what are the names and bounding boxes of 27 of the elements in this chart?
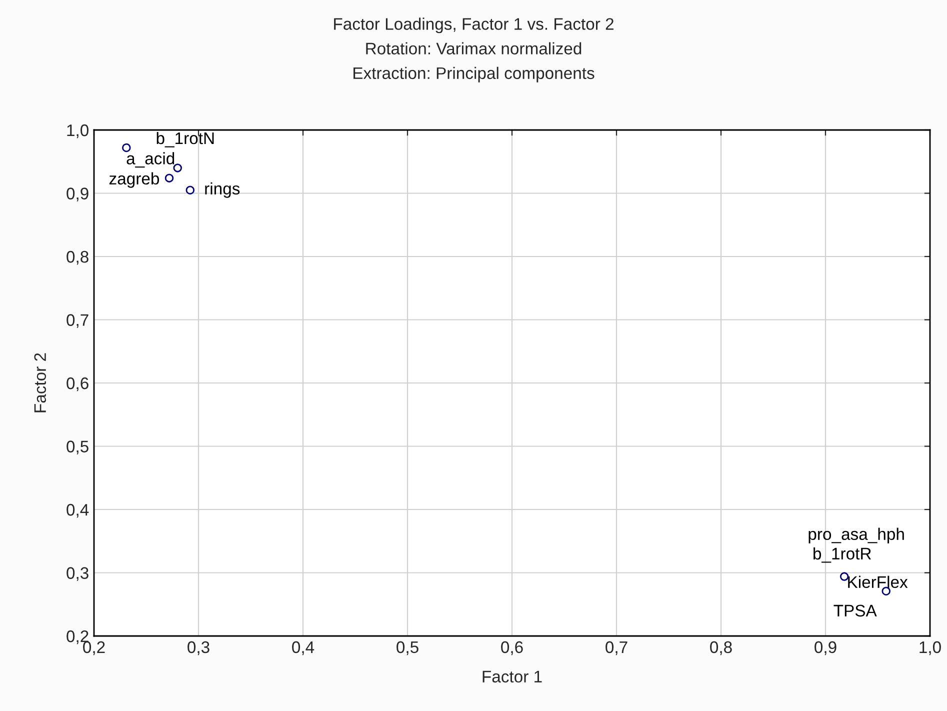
- annotation: TPSA: [834, 604, 877, 617]
- y-tick-label: 0,3: [66, 567, 88, 581]
- annotation: b_1rotN: [156, 132, 214, 148]
- annotation: zagreb: [109, 172, 160, 188]
- x-axis-title: Factor 1: [482, 670, 542, 683]
- x-tick-label: 0,8: [710, 641, 732, 656]
- annotation: b_1rotR: [814, 547, 871, 563]
- y-tick-label: 0,7: [66, 314, 88, 328]
- y-tick-label: 0,9: [66, 188, 88, 202]
- annotation: a_acid: [126, 152, 174, 168]
- y-tick-label: 0,8: [66, 250, 88, 265]
- y-tick-label: 0,6: [66, 377, 88, 392]
- x-tick-label: 0,3: [188, 641, 210, 656]
- y-tick-label: 0,5: [66, 440, 88, 454]
- x-tick-label: 1,0: [920, 641, 941, 656]
- x-tick-label: 0,4: [292, 641, 314, 656]
- x-tick-label: 0,6: [501, 641, 523, 656]
- annotation: KierFlex: [848, 576, 908, 588]
- annotation: rings: [205, 182, 240, 198]
- x-tick-label: 0,5: [396, 641, 418, 656]
- x-tick-label: 0,7: [606, 641, 628, 656]
- y-axis-title: Factor 2: [34, 353, 46, 412]
- y-tick-label: 0,4: [66, 504, 89, 518]
- y-tick-label: 1,0: [67, 124, 88, 138]
- chart-title: Factor Loadings, Factor 1 vs. Factor 2 Rotation: Varimax normalized Extraction: Principal components: [334, 18, 614, 82]
- x-tick-label: 0,9: [814, 641, 836, 656]
- annotation: pro_asa_hph: [808, 528, 904, 544]
